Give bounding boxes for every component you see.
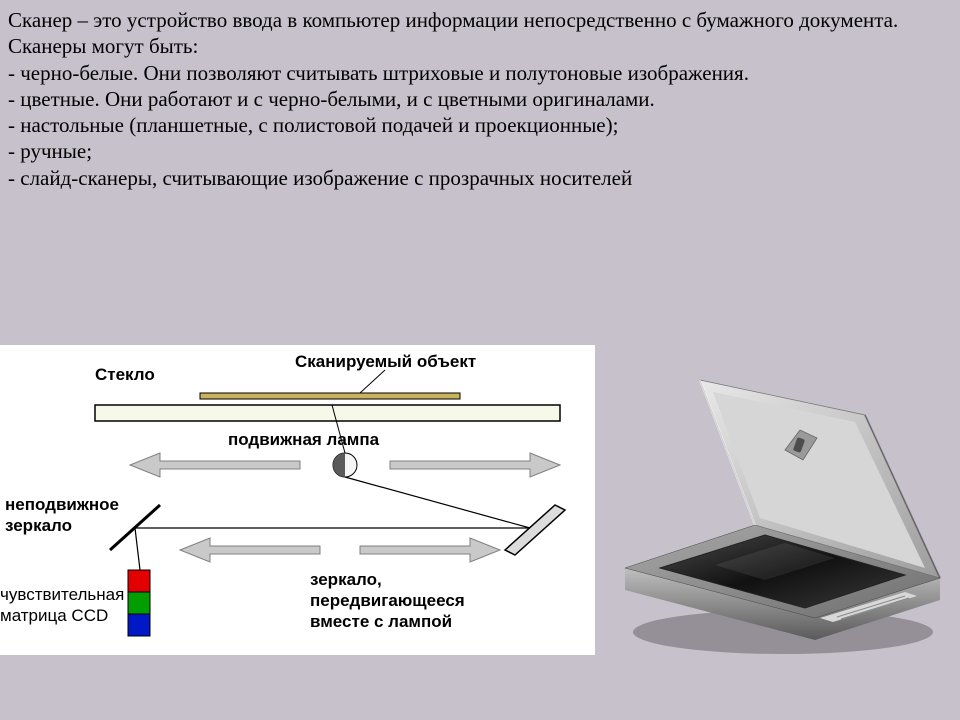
text-line: Сканеры могут быть:	[8, 33, 920, 59]
text-line: Сканер – это устройство ввода в компьюте…	[8, 7, 920, 33]
text-line: - ручные;	[8, 138, 920, 164]
label-ccd-1: чувствительная	[0, 585, 124, 604]
ccd-icon	[128, 570, 150, 636]
label-moving-mirror-3: вместе с лампой	[310, 612, 452, 631]
text-line: - слайд-сканеры, считывающие изображение…	[8, 165, 920, 191]
label-glass: Стекло	[95, 365, 155, 384]
description-text: Сканер – это устройство ввода в компьюте…	[8, 7, 920, 191]
label-moving-mirror-1: зеркало,	[310, 570, 382, 589]
label-lamp: подвижная лампа	[228, 430, 380, 449]
label-moving-mirror-2: передвигающееся	[310, 591, 465, 610]
text-line: - цветные. Они работают и с черно-белыми…	[8, 86, 920, 112]
label-ccd-2: матрица CCD	[0, 606, 108, 625]
label-fixed-mirror-2: зеркало	[5, 516, 72, 535]
lamp-icon	[333, 453, 357, 477]
text-line: - черно-белые. Они позволяют считывать ш…	[8, 60, 920, 86]
label-object: Сканируемый объект	[295, 352, 476, 371]
label-fixed-mirror-1: неподвижное	[5, 495, 119, 514]
scanner-diagram: Стекло Сканируемый объект подвижная ламп…	[0, 345, 595, 655]
scanner-device-image	[605, 360, 955, 665]
text-line: - настольные (планшетные, с полистовой п…	[8, 112, 920, 138]
